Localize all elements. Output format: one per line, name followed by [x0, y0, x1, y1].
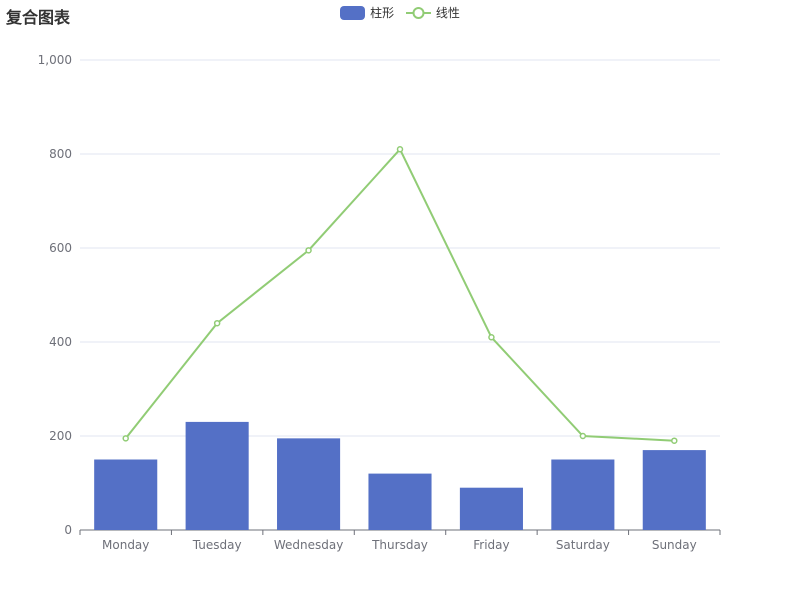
- chart-title: 复合图表: [6, 8, 71, 27]
- legend-bar-swatch: [340, 5, 366, 20]
- y-tick-label: 600: [49, 241, 72, 255]
- y-tick-label: 0: [64, 523, 72, 537]
- y-tick-label: 200: [49, 429, 72, 443]
- y-tick-label: 800: [49, 147, 72, 161]
- line-series: [124, 147, 675, 442]
- legend-label-bar: 柱形: [370, 6, 395, 20]
- line-point: [488, 334, 495, 341]
- bar: [185, 421, 249, 530]
- x-tick-label: Friday: [473, 538, 509, 552]
- x-tick-label: Wednesday: [274, 538, 343, 552]
- legend-item-line[interactable]: 线性: [405, 4, 460, 21]
- legend-line-swatch: [405, 6, 431, 19]
- line-point: [671, 437, 678, 444]
- legend-label-line: 线性: [435, 6, 460, 20]
- bar: [551, 459, 615, 530]
- x-tick-label: Tuesday: [192, 538, 242, 552]
- bar: [277, 438, 341, 530]
- y-tick-label: 400: [49, 335, 72, 349]
- x-tick-label: Saturday: [556, 538, 610, 552]
- x-tick-label: Monday: [102, 538, 149, 552]
- line-point: [213, 319, 221, 327]
- x-tick-label: Thursday: [371, 538, 428, 552]
- legend: 柱形 线性: [0, 4, 800, 23]
- x-tick-label: Sunday: [652, 538, 697, 552]
- legend-item-bar[interactable]: 柱形: [340, 4, 394, 21]
- bar: [94, 459, 158, 530]
- line-point: [396, 146, 404, 153]
- bar: [642, 450, 706, 530]
- bar: [459, 487, 523, 530]
- bar: [368, 473, 432, 530]
- line-point: [305, 247, 312, 254]
- line-point: [579, 432, 587, 440]
- y-tick-label: 1,000: [38, 53, 72, 67]
- line-point: [122, 435, 129, 442]
